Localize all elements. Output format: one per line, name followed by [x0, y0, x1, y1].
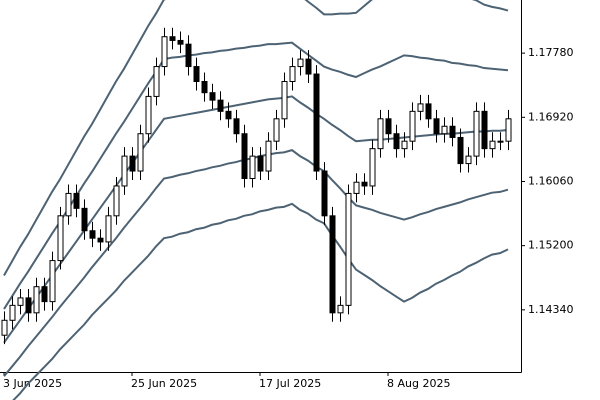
candle-body [145, 95, 152, 135]
candle-body [481, 110, 488, 150]
candle-body [385, 118, 392, 135]
candle-body [25, 297, 32, 314]
candle-body [369, 148, 376, 187]
candle-body [505, 118, 512, 142]
candle-body [409, 110, 416, 142]
candle-body [497, 140, 504, 143]
candle-body [137, 133, 144, 172]
candle-body [337, 304, 344, 314]
candle-body [57, 215, 64, 262]
candle-body [289, 66, 296, 82]
x-tick-label: 3 Jun 2025 [3, 377, 62, 390]
candle-body [465, 155, 472, 165]
x-tick-label: 8 Aug 2025 [387, 377, 450, 390]
candle-body [161, 36, 168, 68]
candle-body [377, 118, 384, 150]
candle-body [129, 155, 136, 172]
x-tick-label: 25 Jun 2025 [131, 377, 197, 390]
candle-body [97, 237, 104, 243]
candle-body [113, 185, 120, 217]
candle-body [33, 286, 40, 314]
candle-body [225, 110, 232, 120]
candle-body [73, 192, 80, 209]
x-tick-label: 17 Jul 2025 [259, 377, 321, 390]
y-tick-label: 1.16060 [528, 174, 574, 187]
candle-body [305, 58, 312, 75]
candle-body [353, 181, 360, 194]
candle-body [153, 66, 160, 97]
band-line [3, 95, 509, 344]
candle-body [233, 118, 240, 135]
candle-body [257, 155, 264, 172]
candle-body [273, 118, 280, 142]
candle-body [41, 286, 48, 303]
candle-body [345, 192, 352, 306]
y-tick-label: 1.15200 [528, 239, 574, 252]
candle-body [201, 80, 208, 94]
candle-body [9, 304, 16, 321]
candle-body [449, 125, 456, 138]
candle-body [457, 136, 464, 165]
candle-body [265, 140, 272, 172]
candle-body [177, 39, 184, 45]
candle-body [281, 80, 288, 120]
candle-body [321, 170, 328, 217]
candle-body [1, 319, 8, 336]
candle-body [433, 118, 440, 135]
candle-body [81, 207, 88, 232]
candle-body [473, 110, 480, 157]
y-tick-label: 1.16920 [528, 110, 574, 123]
band-line [3, 0, 509, 277]
candle-body [297, 58, 304, 68]
candle-body [401, 140, 408, 150]
candle-body [249, 155, 256, 180]
band-line [3, 149, 509, 377]
candle-body [425, 103, 432, 120]
y-tick-label: 1.17780 [528, 46, 574, 59]
candle-body [329, 215, 336, 314]
candle-body [185, 43, 192, 68]
candle-body [393, 133, 400, 150]
candle-body [105, 215, 112, 243]
candle-body [417, 103, 424, 112]
candle-body [361, 181, 368, 187]
candle-body [193, 66, 200, 82]
candle-body [89, 230, 96, 239]
candle-body [169, 36, 176, 41]
band-line [3, 41, 509, 310]
candle-body [489, 140, 496, 150]
candle-body [17, 297, 24, 306]
y-tick-label: 1.14340 [528, 303, 574, 316]
candle-body [217, 99, 224, 112]
candle-body [49, 260, 56, 303]
candle-body [241, 133, 248, 180]
candle-body [313, 73, 320, 172]
candle-body [441, 125, 448, 135]
candle-body [209, 92, 216, 101]
candle-body [65, 192, 72, 217]
candle-body [121, 155, 128, 187]
band-line [12, 202, 509, 400]
